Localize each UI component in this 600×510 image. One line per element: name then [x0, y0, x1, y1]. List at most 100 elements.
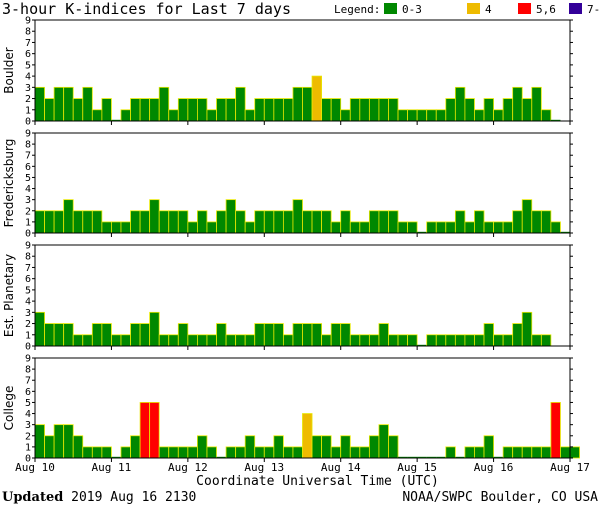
- kp-bar: [292, 86, 303, 122]
- kp-bar: [340, 323, 351, 347]
- kp-bar: [225, 199, 237, 234]
- legend-item-0-3: 0-3: [384, 3, 422, 16]
- kp-bar: [550, 119, 561, 121]
- kp-bar: [455, 456, 465, 458]
- kp-bar: [302, 210, 313, 234]
- kp-bar: [34, 86, 45, 122]
- kp-bar: [368, 210, 380, 234]
- kp-bar: [445, 334, 456, 347]
- kp-bar: [53, 424, 65, 459]
- kp-bar: [445, 446, 456, 459]
- kp-bar: [378, 323, 389, 347]
- kp-bar: [550, 402, 561, 459]
- kp-bar: [72, 98, 84, 122]
- kp-bar: [197, 98, 208, 122]
- y-tick-label: 0: [25, 229, 31, 240]
- kp-bar: [493, 221, 504, 234]
- kp-bar: [177, 98, 189, 122]
- kp-bar: [130, 323, 141, 347]
- kp-bar: [168, 446, 179, 459]
- kp-bar: [72, 210, 84, 234]
- kp-bar: [540, 334, 552, 347]
- kp-bar: [197, 334, 208, 347]
- kp-bar: [149, 199, 160, 234]
- kp-bar: [474, 210, 485, 234]
- kp-bar: [454, 334, 466, 347]
- kp-bar: [521, 446, 533, 459]
- kp-bar: [426, 456, 437, 458]
- y-tick-label: 7: [25, 263, 31, 274]
- y-tick-label: 0: [25, 342, 31, 353]
- legend-item-label: 0-3: [402, 3, 422, 16]
- kp-bar: [187, 446, 198, 459]
- kp-bar: [560, 446, 571, 459]
- kp-bar: [282, 210, 294, 234]
- kp-bar: [397, 334, 408, 347]
- y-tick-label: 3: [25, 420, 31, 431]
- y-tick-label: 9: [25, 354, 31, 365]
- panel-frame: [34, 357, 571, 459]
- kp-bar: [111, 456, 121, 458]
- y-tick-label: 6: [25, 387, 31, 398]
- y-tick-label: 8: [25, 365, 31, 376]
- y-tick-label: 9: [25, 16, 31, 27]
- kp-bar: [53, 210, 65, 234]
- kp-bar: [540, 210, 552, 234]
- kp-bar: [149, 402, 160, 459]
- kp-bar: [311, 323, 322, 347]
- kp-bar: [187, 98, 198, 122]
- kp-bar: [34, 311, 45, 347]
- legend-swatch: [518, 3, 531, 14]
- kp-bar: [187, 334, 198, 347]
- kp-bar: [53, 323, 65, 347]
- kp-bar: [44, 98, 55, 122]
- x-tick-label: Aug 16: [474, 461, 514, 474]
- kp-bar: [292, 199, 303, 234]
- kp-bar: [111, 334, 122, 347]
- kp-bar: [540, 446, 552, 459]
- kp-bar: [330, 323, 342, 347]
- legend-item-4: 4: [467, 3, 492, 16]
- kp-bar: [216, 456, 227, 458]
- kp-bar: [388, 334, 399, 347]
- kp-bar: [235, 86, 246, 122]
- kp-bar: [197, 435, 208, 459]
- kp-bar: [378, 98, 389, 122]
- kp-bar: [550, 221, 561, 234]
- kp-bar: [349, 98, 361, 122]
- y-tick-label: 2: [25, 206, 31, 217]
- kp-bar: [397, 221, 408, 234]
- y-tick-label: 2: [25, 94, 31, 105]
- kp-bar: [531, 86, 542, 122]
- kp-bar: [311, 75, 322, 122]
- kp-bar: [130, 210, 141, 234]
- kp-bar: [330, 221, 342, 234]
- kp-bar: [63, 424, 74, 459]
- kp-bar: [502, 334, 514, 347]
- kp-bar: [120, 334, 131, 347]
- kp-bar: [359, 334, 370, 347]
- footer-credit: NOAA/SWPC Boulder, CO USA: [402, 490, 598, 505]
- x-tick-label: Aug 17: [550, 461, 590, 474]
- kp-bar: [82, 210, 93, 234]
- kp-bar: [63, 199, 74, 234]
- kp-bar: [435, 334, 447, 347]
- station-label: Fredericksburg: [2, 139, 16, 228]
- y-tick-label: 9: [25, 129, 31, 140]
- kp-bar: [330, 98, 342, 122]
- kp-bar: [244, 221, 256, 234]
- kp-bar: [407, 109, 418, 122]
- kp-bar: [168, 334, 179, 347]
- kp-bar: [44, 210, 55, 234]
- y-tick-label: 8: [25, 27, 31, 38]
- kp-bar: [417, 231, 427, 233]
- kp-bar: [244, 435, 256, 459]
- kp-bar: [340, 210, 351, 234]
- y-tick-label: 3: [25, 195, 31, 206]
- kp-bar: [378, 424, 389, 459]
- kp-bar: [273, 323, 284, 347]
- kp-bar: [445, 221, 456, 234]
- y-tick-label: 0: [25, 454, 31, 465]
- kp-bar: [340, 109, 351, 122]
